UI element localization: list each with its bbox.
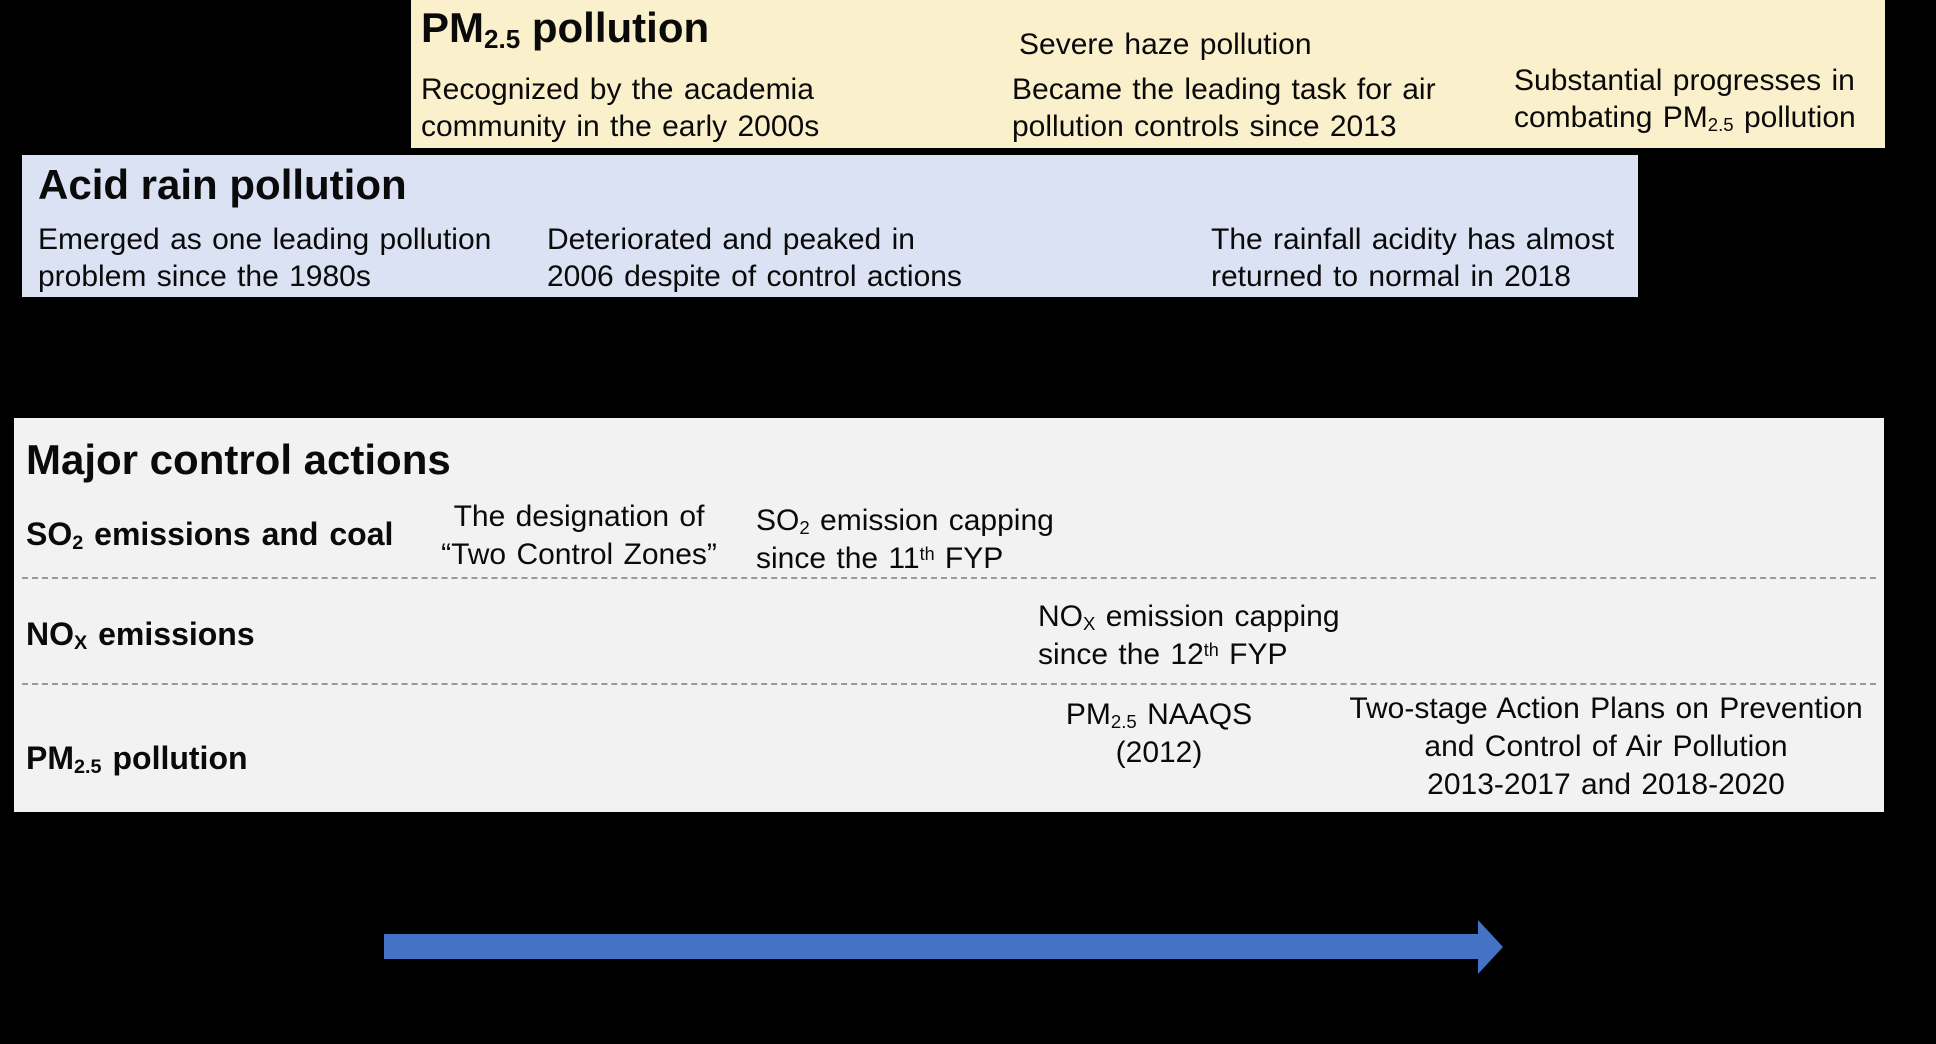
nox-row-label: NOX emissions bbox=[26, 616, 255, 655]
control-actions-panel: Major control actions SO2 emissions and … bbox=[14, 418, 1884, 812]
pm25-naaqs-note: PM2.5 NAAQS (2012) bbox=[1065, 698, 1253, 769]
row-divider bbox=[22, 683, 1876, 685]
leading-task-note: Became the leading task for air pollutio… bbox=[1012, 73, 1436, 143]
row-divider bbox=[22, 577, 1876, 579]
acid-rain-band: Acid rain pollution Emerged as one leadi… bbox=[22, 155, 1638, 297]
severe-haze-heading: Severe haze pollution bbox=[1019, 28, 1312, 61]
pm25-row-label: PM2.5 pollution bbox=[26, 740, 248, 779]
substantial-progress-note: Substantial progresses in combating PM2.… bbox=[1514, 64, 1856, 136]
timeline-arrow-shaft bbox=[384, 934, 1478, 959]
so2-row-label: SO2 emissions and coal bbox=[26, 516, 394, 555]
pm25-pollution-band: PM2.5 pollution Recognized by the academ… bbox=[411, 0, 1885, 148]
acid-rain-emerged-note: Emerged as one leading pollution problem… bbox=[38, 223, 492, 293]
nox-capping-note: NOX emission capping since the 12th FYP bbox=[1038, 600, 1340, 671]
two-control-zones-note: The designation of “Two Control Zones” bbox=[441, 500, 717, 571]
control-actions-title: Major control actions bbox=[26, 436, 451, 483]
acid-rain-band-title: Acid rain pollution bbox=[38, 161, 407, 208]
acid-rain-peak-note: Deteriorated and peaked in 2006 despite … bbox=[547, 223, 962, 293]
acid-rain-recovery-note: The rainfall acidity has almost returned… bbox=[1211, 223, 1615, 293]
timeline-arrow bbox=[384, 920, 1504, 974]
action-plans-note: Two-stage Action Plans on Prevention and… bbox=[1349, 692, 1863, 801]
pm25-recognized-note: Recognized by the academia community in … bbox=[421, 73, 820, 143]
so2-capping-note: SO2 emission capping since the 11th FYP bbox=[756, 504, 1054, 575]
timeline-arrowhead-icon bbox=[1478, 920, 1503, 974]
pm25-band-title: PM2.5 pollution bbox=[421, 4, 710, 54]
